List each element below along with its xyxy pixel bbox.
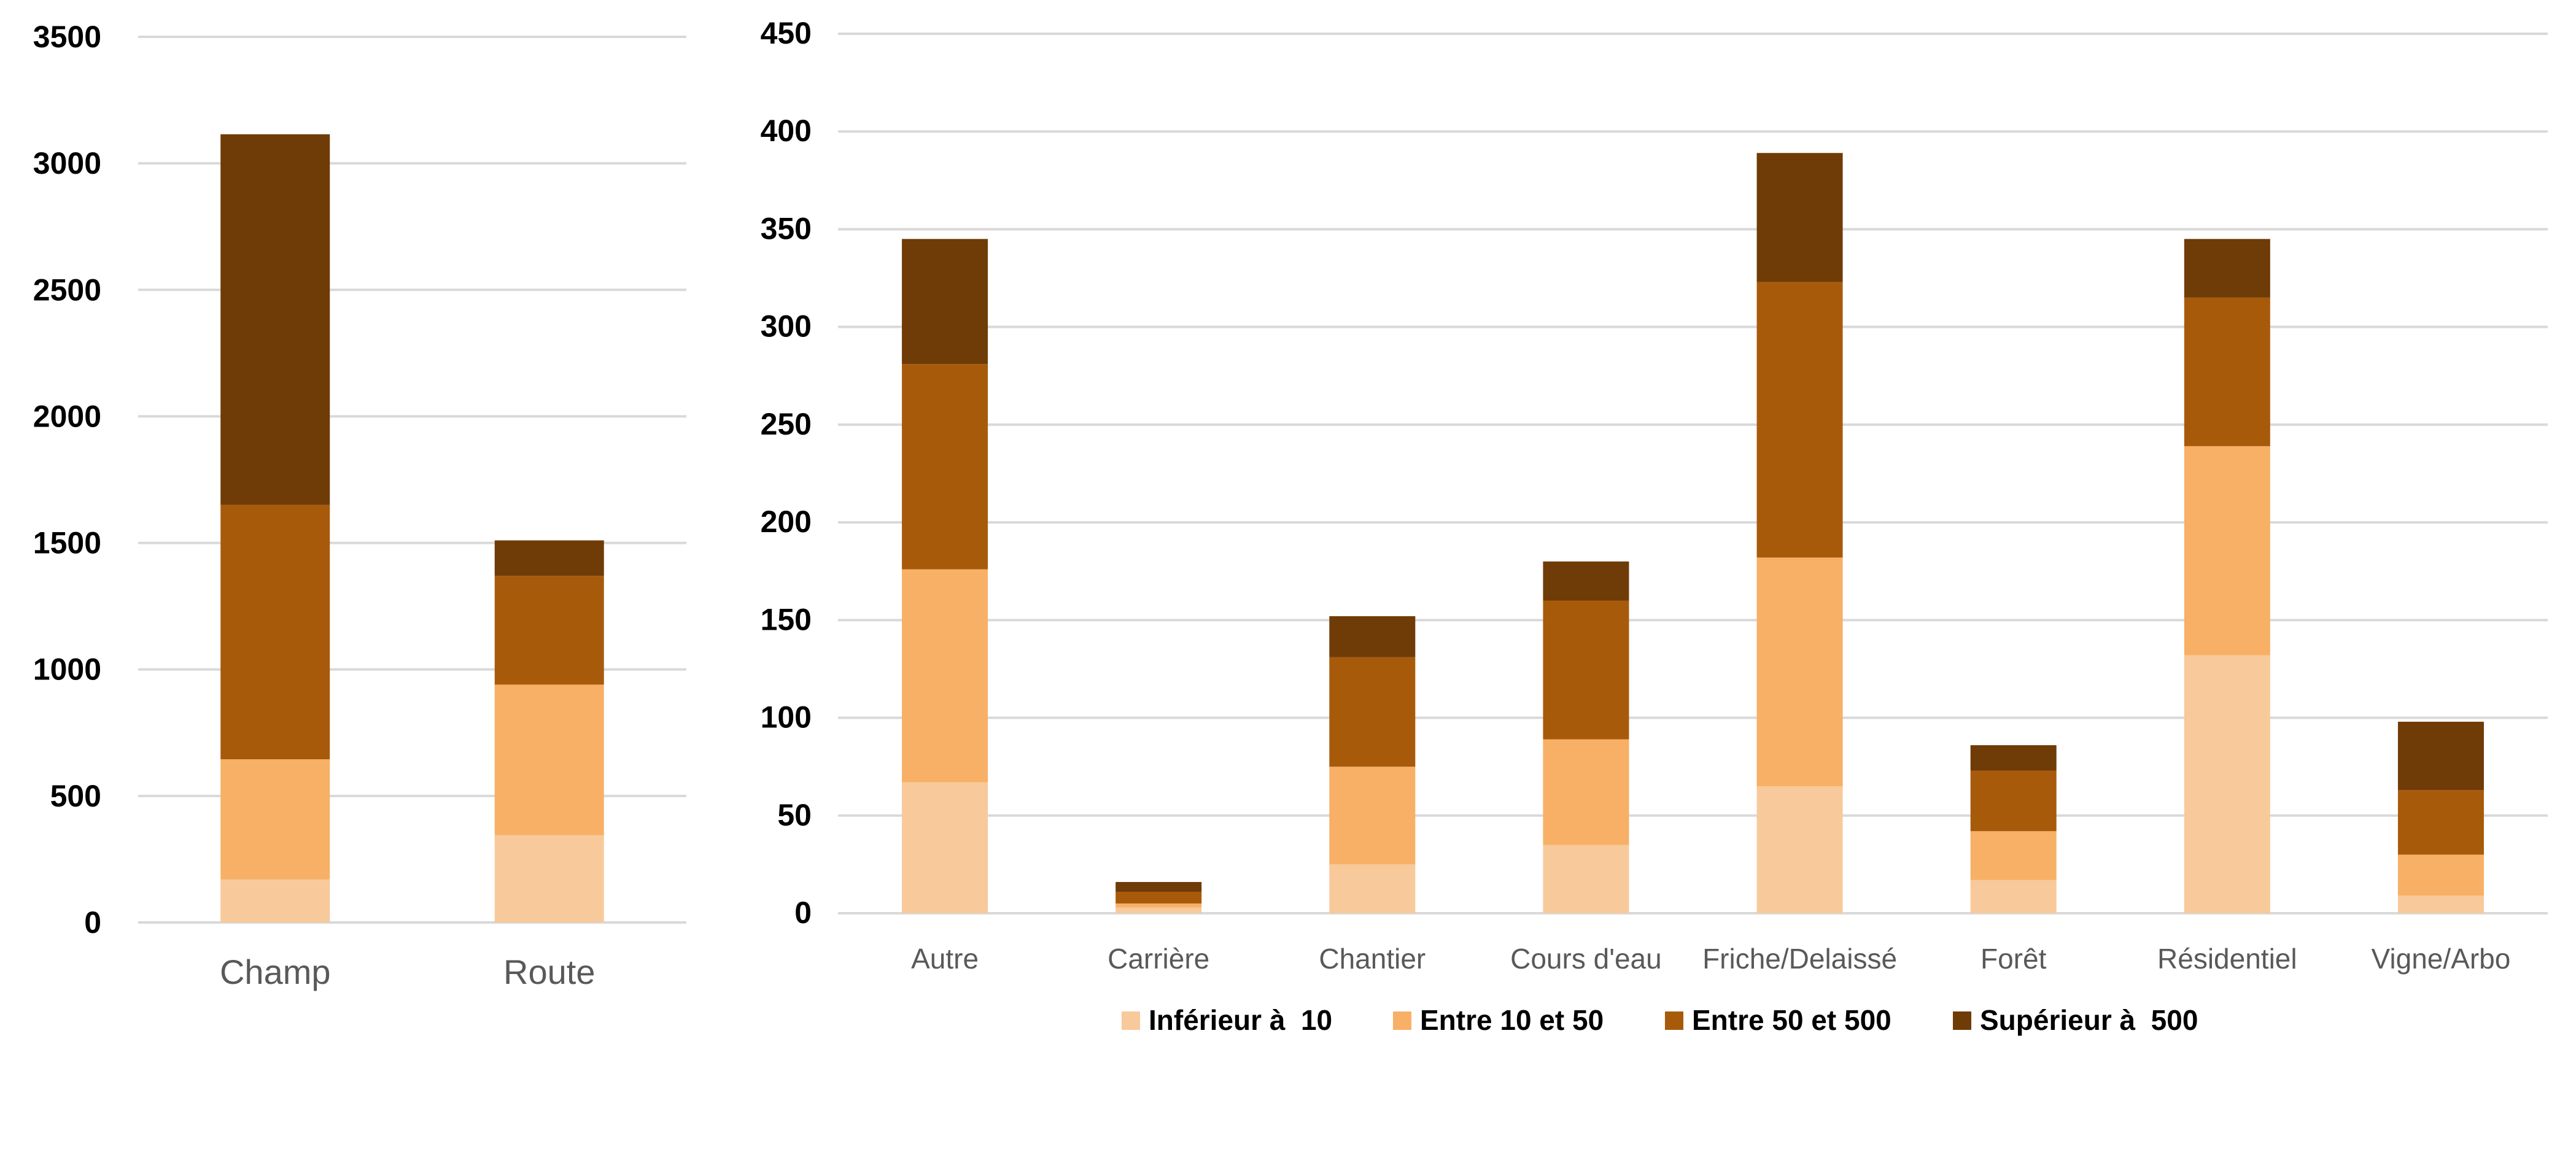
legend-swatch xyxy=(1122,1011,1140,1030)
left-y-tick-label: 2500 xyxy=(33,273,101,307)
right-bar-segment xyxy=(1756,557,1843,787)
legend-swatch xyxy=(1953,1011,1971,1030)
right-bar-segment xyxy=(902,569,988,783)
right-x-tick-label: Cours d'eau xyxy=(1510,943,1662,975)
right-x-tick-label: Forêt xyxy=(1980,943,2047,975)
right-bar-segment xyxy=(1329,767,1416,865)
right-x-tick-label: Carrière xyxy=(1108,943,1209,975)
left-bar-segment xyxy=(220,134,330,505)
right-bar-segment xyxy=(1756,786,1843,913)
right-bar-segment xyxy=(2184,297,2270,446)
right-bar-segment xyxy=(1756,153,1843,282)
right-y-tick-label: 250 xyxy=(761,407,812,441)
right-bar-segment xyxy=(2397,721,2484,791)
left-bar-segment xyxy=(494,684,604,835)
right-bar-segment xyxy=(1756,282,1843,558)
legend-label: Inférieur à 10 xyxy=(1149,1004,1332,1036)
left-bar-segment xyxy=(494,540,604,576)
right-bar-segment xyxy=(902,239,988,365)
left-bar-segment xyxy=(220,505,330,760)
right-bar-segment xyxy=(1970,745,2057,771)
legend: Inférieur à 10 Entre 10 et 50 Entre 50 et … xyxy=(1122,1004,2198,1036)
legend-swatch xyxy=(1665,1011,1683,1030)
legend-label: Entre 50 et 500 xyxy=(1692,1004,1891,1036)
right-x-tick-label: Résidentiel xyxy=(2157,943,2297,975)
right-bar-segment xyxy=(2184,446,2270,655)
right-bar-segment xyxy=(2397,895,2484,913)
right-bar-segment xyxy=(1115,891,1202,904)
left-y-tick-label: 0 xyxy=(84,905,101,940)
right-x-tick-label: Friche/Delaissé xyxy=(1702,943,1897,975)
left-y-tick-label: 500 xyxy=(50,779,101,813)
right-bar-segment xyxy=(1115,882,1202,892)
right-bar-segment xyxy=(1329,616,1416,657)
left-y-tick-label: 3500 xyxy=(33,20,101,54)
right-bar-segment xyxy=(2184,655,2270,913)
right-y-tick-label: 450 xyxy=(761,16,812,50)
legend-swatch xyxy=(1393,1011,1411,1030)
right-bar-segment xyxy=(1970,831,2057,880)
right-y-tick-label: 50 xyxy=(777,798,812,832)
left-bar-segment xyxy=(220,879,330,922)
right-bar-segment xyxy=(1329,864,1416,913)
right-bar-segment xyxy=(1970,880,2057,913)
left-x-tick-label: Route xyxy=(503,953,595,991)
right-y-tick-label: 400 xyxy=(761,114,812,148)
right-bar-segment xyxy=(902,364,988,570)
right-y-tick-label: 200 xyxy=(761,505,812,539)
right-x-tick-label: Autre xyxy=(911,943,979,975)
left-chart: 0 500 1000 1500 2000 2500 3000 3500 Champ Route xyxy=(33,20,686,991)
right-bar-segment xyxy=(1115,907,1202,913)
right-bar-segment xyxy=(2184,239,2270,298)
left-y-tick-label: 2000 xyxy=(33,399,101,433)
right-bar-segment xyxy=(902,782,988,913)
right-bar-segment xyxy=(2397,854,2484,896)
left-y-tick-label: 1000 xyxy=(33,652,101,687)
right-x-tick-label: Chantier xyxy=(1319,943,1426,975)
right-y-tick-label: 350 xyxy=(761,211,812,246)
left-y-tick-label: 3000 xyxy=(33,146,101,180)
right-bar-segment xyxy=(1115,903,1202,908)
right-bar-segment xyxy=(1543,845,1629,913)
left-bar-segment xyxy=(220,759,330,880)
right-y-tick-label: 150 xyxy=(761,602,812,636)
left-y-tick-label: 1500 xyxy=(33,526,101,560)
left-bar-segment xyxy=(494,576,604,685)
right-x-tick-label: Vigne/Arbo xyxy=(2372,943,2511,975)
right-bar-segment xyxy=(2397,790,2484,855)
legend-label: Supérieur à 500 xyxy=(1980,1004,2198,1036)
left-x-tick-label: Champ xyxy=(220,953,331,991)
right-y-tick-label: 0 xyxy=(794,895,812,930)
left-bar-segment xyxy=(494,835,604,922)
right-bar-segment xyxy=(1543,600,1629,740)
right-y-tick-label: 100 xyxy=(761,700,812,735)
right-bar-segment xyxy=(1329,657,1416,767)
right-bar-segment xyxy=(1543,561,1629,601)
right-chart: 0 50 100 150 200 250 300 350 400 450 Autre Carrière… xyxy=(761,16,2548,975)
right-y-tick-label: 300 xyxy=(761,309,812,344)
right-bar-segment xyxy=(1543,739,1629,845)
right-bar-segment xyxy=(1970,770,2057,832)
legend-label: Entre 10 et 50 xyxy=(1420,1004,1604,1036)
